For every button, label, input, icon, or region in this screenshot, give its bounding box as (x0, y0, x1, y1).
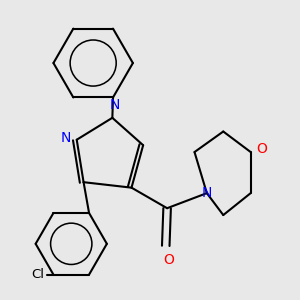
Text: O: O (256, 142, 267, 156)
Text: N: N (61, 131, 71, 146)
Text: Cl: Cl (31, 268, 44, 281)
Text: O: O (163, 253, 174, 267)
Text: N: N (202, 186, 212, 200)
Text: N: N (110, 98, 120, 112)
